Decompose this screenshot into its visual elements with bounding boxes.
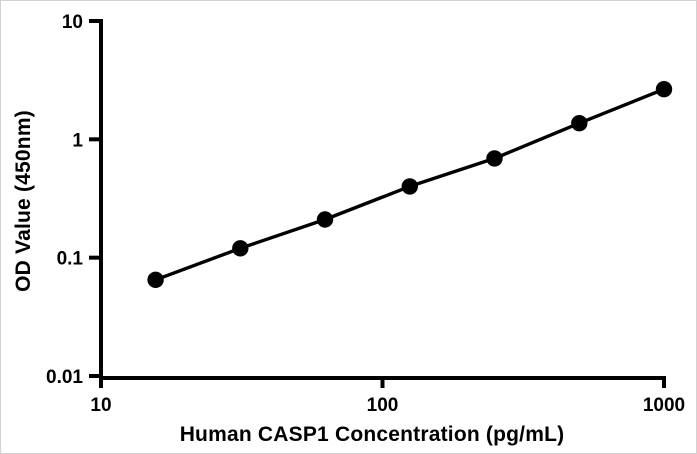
x-tick-label: 100	[367, 395, 399, 416]
data-point	[147, 271, 164, 288]
x-tick-label: 10	[90, 395, 111, 416]
y-tick-label: 0.01	[46, 367, 83, 388]
data-point	[316, 211, 334, 228]
data-point	[486, 150, 503, 167]
y-axis-title: OD Value (450nm)	[12, 110, 35, 292]
y-tick-label: 1	[72, 130, 83, 151]
y-tick-label: 0.1	[57, 249, 84, 270]
data-point	[655, 81, 673, 98]
data-point	[232, 240, 249, 257]
data-point	[401, 178, 418, 195]
y-tick-label: 10	[62, 12, 83, 33]
x-axis-title: Human CASP1 Concentration (pg/mL)	[179, 423, 565, 446]
x-tick-label: 1000	[643, 395, 685, 416]
data-point	[571, 115, 588, 132]
